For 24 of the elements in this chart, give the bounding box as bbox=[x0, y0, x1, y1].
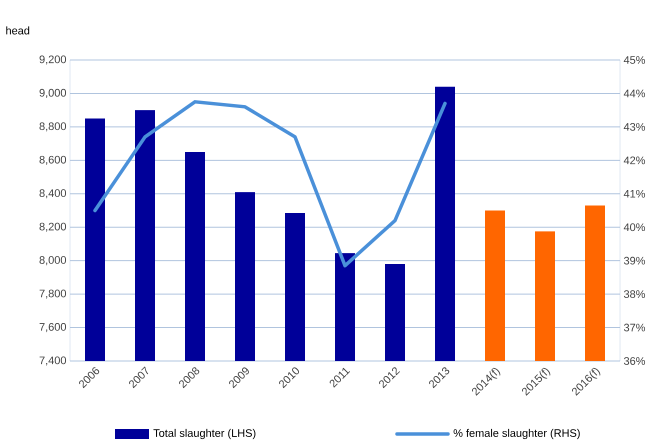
line-series bbox=[93, 100, 447, 268]
y-tick-label: 8,000 bbox=[40, 256, 66, 266]
legend-label: Total slaughter (LHS) bbox=[153, 428, 256, 440]
y-tick-label: 8,400 bbox=[40, 189, 66, 198]
y-tick-label: 7,800 bbox=[40, 290, 66, 299]
y2-tick-label: 38% bbox=[624, 290, 646, 298]
y-axis-title: head bbox=[6, 26, 30, 34]
y2-tick-label: 42% bbox=[624, 156, 646, 164]
y-tick-label: 8,800 bbox=[40, 122, 66, 132]
y-tick-label: 8,600 bbox=[40, 156, 66, 165]
y2-tick-label: 37% bbox=[624, 324, 646, 332]
y-tick-label: 9,200 bbox=[40, 55, 66, 65]
y2-tick-label: 45% bbox=[624, 56, 646, 64]
y2-tick-label: 43% bbox=[624, 123, 646, 131]
y2-tick-label: 39% bbox=[624, 256, 646, 265]
y2-tick-label: 44% bbox=[624, 90, 646, 98]
y2-tick-label: 36% bbox=[624, 357, 646, 365]
y2-tick-label: 41% bbox=[624, 190, 646, 198]
y-tick-label: 9,000 bbox=[40, 88, 66, 98]
legend-label: % female slaughter (RHS) bbox=[454, 428, 580, 440]
y-tick-label: 7,600 bbox=[40, 323, 66, 332]
y2-tick-label: 40% bbox=[624, 223, 646, 232]
y-tick-label: 8,200 bbox=[40, 222, 66, 232]
y-tick-label: 7,400 bbox=[40, 356, 66, 366]
